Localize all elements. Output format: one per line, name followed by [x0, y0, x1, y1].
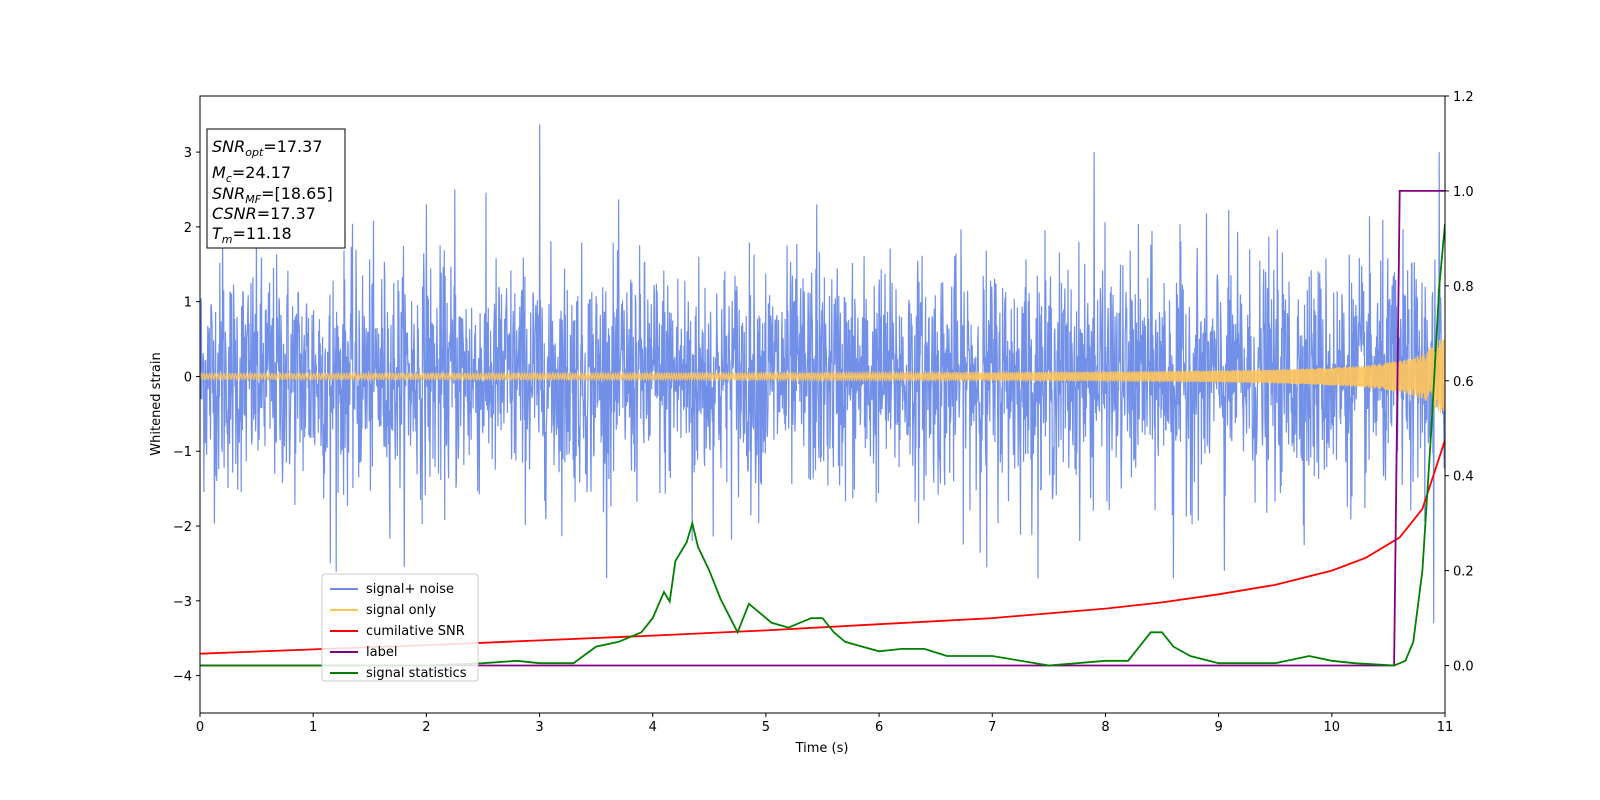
y-axis-ticks: −4 −3 −2 −1 0 1 2 3 [173, 146, 200, 685]
y2-tick-label: 1.2 [1453, 90, 1474, 105]
info-value: =11.18 [233, 224, 292, 243]
x-tick-label: 5 [762, 720, 770, 735]
info-symbol: SNR [212, 137, 245, 156]
info-symbol: SNR [212, 184, 245, 203]
series-label [200, 190, 1445, 667]
y2-axis-ticks: 0.0 0.2 0.4 0.6 0.8 1.0 1.2 [1445, 90, 1474, 675]
info-symbol: M [212, 163, 226, 182]
x-tick-label: 7 [988, 720, 996, 735]
series-signal-only [200, 339, 1445, 414]
info-line: Mc=24.17 [212, 163, 291, 185]
x-tick-label: 10 [1324, 720, 1341, 735]
legend-label: signal+ noise [366, 582, 454, 597]
info-subscript: c [226, 172, 232, 185]
info-line: Tm=11.18 [212, 224, 292, 246]
info-value: =24.17 [232, 163, 291, 182]
y-tick-label: −4 [173, 670, 192, 685]
y-tick-label: −1 [173, 445, 192, 460]
info-line: SNRMF=[18.65] [212, 184, 333, 206]
x-tick-label: 2 [422, 720, 430, 735]
legend-label: signal only [366, 603, 436, 618]
x-tick-label: 4 [649, 720, 657, 735]
series-signal-noise [200, 124, 1445, 624]
info-line: CSNR=17.37 [212, 204, 316, 223]
x-tick-label: 3 [535, 720, 543, 735]
y2-tick-label: 0.4 [1453, 470, 1474, 485]
series-cumilative-snr [200, 439, 1445, 655]
x-axis-label: Time (s) [795, 741, 849, 756]
x-tick-label: 1 [309, 720, 317, 735]
legend-label: signal statistics [366, 666, 467, 681]
info-line: SNRopt=17.37 [212, 137, 323, 159]
y-tick-label: 1 [184, 296, 192, 311]
series-layer [200, 124, 1445, 667]
series-signal-statistics [200, 224, 1445, 667]
info-subscript: opt [245, 146, 264, 159]
y2-tick-label: 0.0 [1453, 660, 1474, 675]
y2-tick-label: 0.2 [1453, 565, 1474, 580]
x-tick-label: 9 [1214, 720, 1222, 735]
y-tick-label: 0 [184, 370, 192, 385]
info-symbol: T [212, 224, 223, 243]
info-subscript: MF [245, 193, 261, 206]
y-tick-label: 2 [184, 221, 192, 236]
info-symbol: CSNR [212, 204, 257, 223]
y2-tick-label: 0.8 [1453, 280, 1474, 295]
x-tick-label: 0 [196, 720, 204, 735]
x-tick-label: 8 [1101, 720, 1109, 735]
y2-tick-label: 0.6 [1453, 375, 1474, 390]
legend-label: cumilative SNR [366, 624, 465, 639]
x-axis-ticks: 0 1 2 3 4 5 6 7 8 9 10 11 [196, 713, 1453, 735]
x-tick-label: 6 [875, 720, 883, 735]
x-tick-label: 11 [1437, 720, 1454, 735]
info-value: =17.37 [257, 204, 316, 223]
y-axis-label: Whitened strain [149, 352, 164, 455]
info-box-frame [206, 128, 346, 249]
info-box: SNRopt=17.37Mc=24.17SNRMF=[18.65]CSNR=17… [206, 128, 346, 249]
y-tick-label: 3 [184, 146, 192, 161]
y2-tick-label: 1.0 [1453, 185, 1474, 200]
legend-frame [321, 573, 479, 682]
y-tick-label: −2 [173, 520, 192, 535]
info-subscript: m [222, 233, 233, 246]
info-value: =17.37 [263, 137, 322, 156]
legend: signal+ noise signal only cumilative SNR la… [321, 573, 479, 682]
y-tick-label: −3 [173, 595, 192, 610]
info-value: =[18.65] [261, 184, 333, 203]
legend-label: label [366, 645, 397, 660]
plot-frame [199, 95, 1446, 714]
